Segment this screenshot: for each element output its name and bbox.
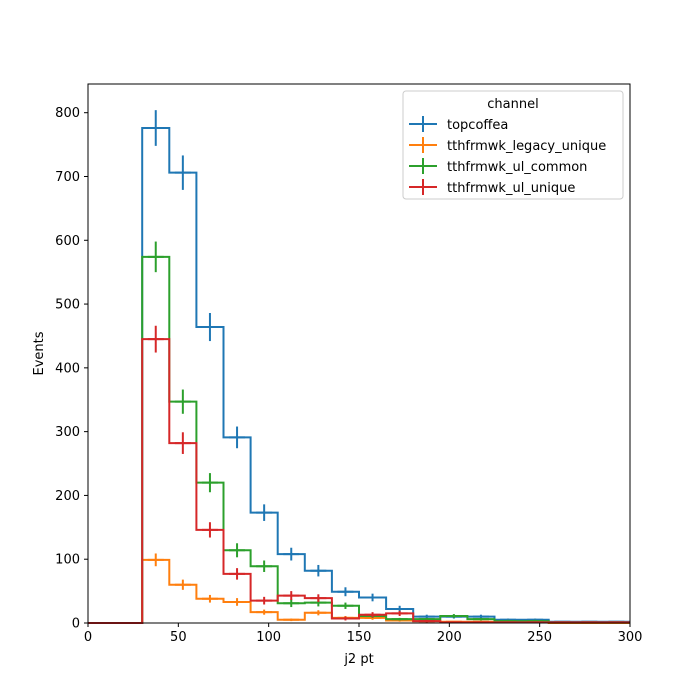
error-bar xyxy=(201,594,218,603)
legend-title: channel xyxy=(487,97,538,112)
error-bar xyxy=(283,591,300,601)
y-tick-label: 800 xyxy=(55,106,80,121)
error-bar xyxy=(364,612,381,618)
x-tick-label: 0 xyxy=(84,630,92,645)
error-bar xyxy=(147,325,164,353)
series xyxy=(88,325,630,624)
series-layer xyxy=(88,110,630,624)
x-tick-label: 200 xyxy=(437,630,462,645)
error-bar xyxy=(229,543,246,558)
x-tick-label: 300 xyxy=(618,630,643,645)
y-tick-label: 200 xyxy=(55,489,80,504)
error-bar xyxy=(174,432,191,454)
y-axis: 0 100 200 300 400 500 600 700 800 xyxy=(55,106,88,632)
error-bar xyxy=(201,473,218,493)
error-bar xyxy=(201,522,218,538)
error-bar xyxy=(256,609,273,615)
error-bar xyxy=(364,593,381,602)
error-bar xyxy=(283,618,300,622)
error-bar xyxy=(256,596,273,605)
error-bar xyxy=(337,616,354,621)
legend: channel topcoffea tthfrmwk_legacy_uniquet… xyxy=(402,90,624,200)
y-tick-label: 700 xyxy=(55,170,80,185)
error-bar xyxy=(337,587,354,597)
legend-label: tthfrmwk_ul_common xyxy=(447,160,587,175)
error-bar xyxy=(147,241,164,273)
error-bar xyxy=(283,599,300,608)
error-bar xyxy=(391,617,408,621)
legend-label: tthfrmwk_ul_unique xyxy=(447,181,575,196)
error-bar xyxy=(201,312,218,342)
y-axis-label: Events xyxy=(32,331,47,375)
error-bar xyxy=(147,553,164,567)
error-bar xyxy=(174,155,191,190)
legend-item: tthfrmwk_legacy_unique xyxy=(409,137,606,154)
error-bar xyxy=(174,579,191,590)
error-bar xyxy=(256,560,273,572)
x-axis-label: j2 pt xyxy=(343,652,373,667)
x-tick-label: 100 xyxy=(256,630,281,645)
error-bar xyxy=(174,389,191,414)
legend-item: topcoffea xyxy=(409,116,508,133)
x-tick-label: 250 xyxy=(527,630,552,645)
error-bar xyxy=(391,610,408,616)
y-tick-label: 400 xyxy=(55,361,80,376)
error-bar xyxy=(418,619,435,623)
x-axis: 0 50 100 150 200 250 300 xyxy=(84,623,643,645)
error-bar xyxy=(445,614,462,618)
legend-item: tthfrmwk_ul_unique xyxy=(409,179,575,196)
x-tick-label: 150 xyxy=(347,630,372,645)
y-tick-label: 100 xyxy=(55,553,80,568)
error-bar xyxy=(147,110,164,146)
legend-label: tthfrmwk_legacy_unique xyxy=(447,139,606,154)
error-bar xyxy=(310,610,327,616)
error-bar xyxy=(229,426,246,449)
error-bar xyxy=(256,504,273,521)
legend-label: topcoffea xyxy=(447,118,508,133)
error-bar xyxy=(229,598,246,606)
error-bar xyxy=(310,564,327,577)
y-tick-label: 0 xyxy=(72,617,80,632)
x-tick-label: 50 xyxy=(170,630,187,645)
y-tick-label: 600 xyxy=(55,234,80,249)
error-bar xyxy=(310,594,327,602)
legend-box xyxy=(402,90,624,200)
legend-item: tthfrmwk_ul_common xyxy=(409,158,587,175)
error-bar xyxy=(229,568,246,580)
error-bar xyxy=(337,602,354,609)
y-tick-label: 300 xyxy=(55,425,80,440)
error-bar xyxy=(283,547,300,561)
error-bar xyxy=(472,617,489,621)
y-tick-label: 500 xyxy=(55,298,80,313)
